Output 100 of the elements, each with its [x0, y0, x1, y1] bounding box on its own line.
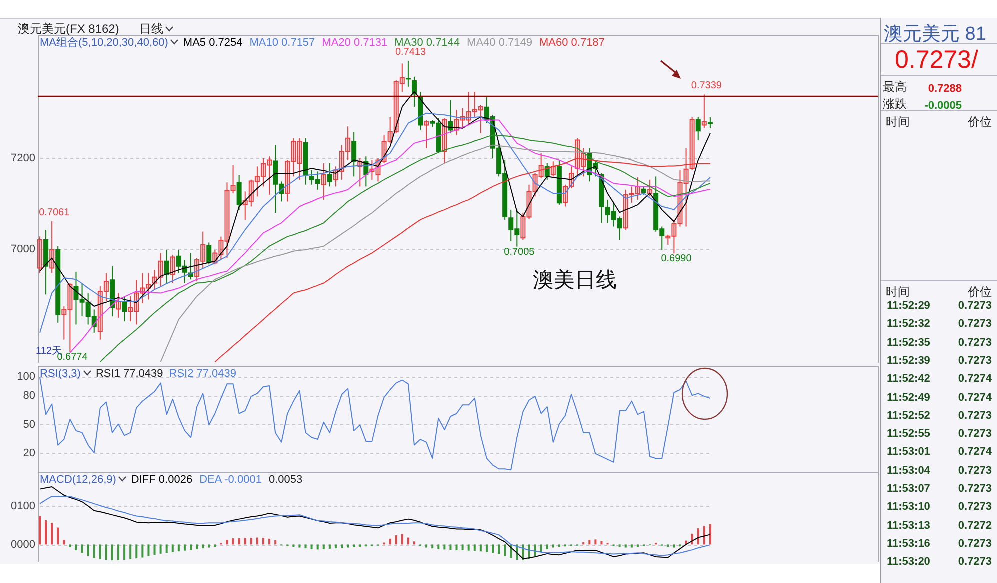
bar — [45, 520, 48, 545]
text: MA10 0.7157 — [250, 37, 316, 49]
candlestick — [406, 60, 411, 88]
candlestick — [224, 182, 230, 259]
candlestick — [412, 76, 417, 108]
bar — [498, 544, 500, 554]
text: 11:52:32 0.7273 — [887, 318, 992, 330]
text: 11:53:16 0.7273 — [887, 538, 992, 550]
candlestick — [170, 254, 176, 284]
candlestick — [400, 63, 405, 92]
bar — [190, 544, 192, 550]
text: 11:52:52 0.7273 — [887, 410, 992, 422]
candlestick — [672, 219, 677, 254]
bar — [328, 544, 331, 549]
candlestick — [291, 138, 296, 178]
candlestick — [62, 306, 67, 340]
bar — [389, 538, 392, 545]
candlestick — [623, 189, 628, 230]
y-tick-label: 7000 — [11, 244, 36, 256]
candlestick — [236, 174, 242, 210]
text: DIFF 0.0026 — [131, 474, 193, 486]
text: 价位 — [968, 115, 992, 129]
bar — [540, 544, 542, 552]
bar — [444, 544, 446, 550]
bar — [136, 544, 138, 559]
text: 11:53:04 0.7273 — [887, 464, 992, 477]
candlestick — [285, 160, 290, 202]
candlestick — [526, 184, 532, 220]
bar — [304, 544, 307, 549]
bar — [184, 544, 186, 551]
candlestick — [38, 236, 42, 274]
chart-title: 澳元美元(FX 8162) — [18, 22, 120, 36]
candlestick — [708, 116, 713, 129]
candlestick — [321, 162, 326, 200]
bar — [630, 544, 633, 548]
text: DEA -0.0001 — [200, 474, 262, 486]
candlestick — [218, 236, 224, 261]
candlestick — [206, 242, 212, 266]
text: 11:52:42 0.7274 — [887, 373, 992, 386]
bar — [480, 544, 482, 552]
bar — [196, 544, 198, 550]
bar — [552, 544, 554, 548]
candlestick — [104, 272, 109, 302]
line-series — [40, 496, 711, 556]
candlestick — [352, 132, 357, 178]
candlestick — [98, 286, 103, 340]
text: 11:52:49 0.7274 — [887, 392, 992, 404]
y-tick-label: 0000 — [11, 539, 36, 552]
bar — [118, 544, 120, 560]
bar — [75, 544, 78, 550]
candlestick — [648, 179, 653, 198]
bar — [256, 538, 258, 545]
candlestick — [520, 212, 526, 240]
bar — [87, 544, 90, 556]
bar — [178, 544, 180, 552]
candlestick — [629, 186, 634, 204]
candlestick — [68, 282, 73, 353]
bar — [81, 544, 84, 554]
bar — [413, 542, 416, 545]
bar — [624, 544, 627, 548]
bar — [105, 544, 108, 560]
bar — [697, 528, 700, 545]
candlestick — [146, 272, 152, 300]
candlestick — [550, 161, 556, 178]
bar — [310, 544, 313, 550]
candlestick — [128, 296, 134, 322]
text: 11:52:29 0.7273 — [887, 300, 992, 312]
bar — [486, 544, 488, 552]
text: 0.7273/ — [895, 46, 978, 74]
bar — [238, 538, 240, 545]
candlestick — [254, 166, 260, 198]
bar — [208, 544, 210, 548]
annotation: 0.7005 — [504, 246, 536, 258]
candlestick — [248, 179, 254, 208]
candlestick — [394, 80, 399, 134]
y-tick-label: 7200 — [11, 152, 36, 164]
text: 11:53:01 0.7274 — [887, 446, 992, 458]
bar — [504, 544, 506, 556]
bar — [202, 544, 204, 549]
bar — [438, 544, 440, 550]
bar — [322, 544, 325, 550]
text: 11:53:13 0.7272 — [887, 520, 992, 532]
bar — [432, 544, 434, 549]
candlestick — [267, 156, 272, 196]
bar — [93, 544, 96, 558]
text: 时间 — [886, 285, 910, 299]
bar — [600, 541, 603, 545]
y-tick-label: 50 — [23, 418, 36, 431]
candlestick — [340, 144, 344, 180]
bar — [395, 535, 398, 545]
bar — [703, 526, 706, 545]
bar — [268, 538, 271, 545]
bar — [130, 544, 132, 560]
text: -0.0005 — [924, 100, 962, 112]
candlestick — [702, 94, 707, 129]
bar — [274, 540, 277, 545]
bar — [492, 544, 494, 554]
bar — [124, 544, 126, 560]
bar — [166, 544, 168, 554]
bar — [69, 544, 72, 548]
